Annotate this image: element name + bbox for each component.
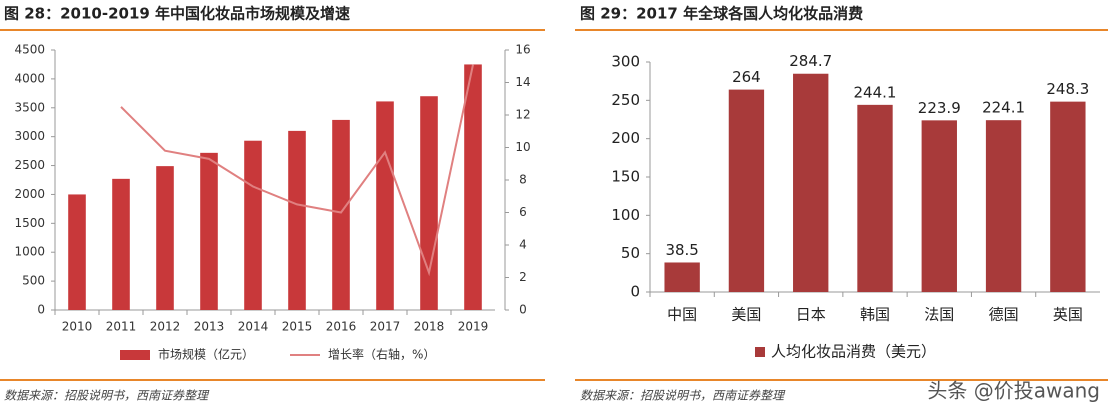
- watermark: 头条 @价投awang: [927, 379, 1100, 403]
- y-tick-label: 1000: [14, 245, 45, 259]
- x-tick-label: 德国: [989, 306, 1019, 324]
- bar: [156, 166, 174, 310]
- x-tick-label: 英国: [1053, 306, 1083, 324]
- data-label: 248.3: [1046, 80, 1089, 98]
- y2-tick-label: 0: [519, 303, 527, 317]
- bar: [464, 64, 482, 310]
- y-tick-label: 300: [611, 53, 640, 71]
- bar: [200, 152, 218, 310]
- y2-tick-label: 12: [515, 108, 530, 122]
- y2-tick-label: 16: [515, 43, 530, 57]
- data-label: 223.9: [918, 99, 961, 117]
- legend-label: 增长率（右轴，%）: [328, 347, 435, 362]
- y-tick-label: 3000: [14, 129, 45, 143]
- source: 数据来源：招股说明书，西南证券整理: [580, 389, 786, 403]
- bar: [376, 101, 394, 310]
- y-tick-label: 2000: [14, 187, 45, 201]
- chart-title: 图 28：2010-2019 年中国化妆品市场规模及增速: [4, 5, 350, 23]
- y-tick-label: 150: [611, 168, 640, 186]
- y-tick-label: 100: [611, 206, 640, 224]
- x-tick-label: 2011: [106, 320, 137, 334]
- y-tick-label: 50: [621, 244, 640, 262]
- y2-tick-label: 10: [515, 140, 530, 154]
- y-tick-label: 1500: [14, 216, 45, 230]
- x-tick-label: 2012: [150, 320, 181, 334]
- x-tick-label: 2019: [458, 320, 489, 334]
- data-label: 284.7: [789, 52, 832, 70]
- x-tick-label: 法国: [924, 306, 954, 324]
- y2-tick-label: 4: [519, 238, 527, 252]
- bar: [112, 178, 130, 310]
- x-tick-label: 2015: [282, 320, 313, 334]
- x-tick-label: 2010: [62, 320, 93, 334]
- x-tick-label: 2018: [414, 320, 445, 334]
- y2-tick-label: 8: [519, 173, 527, 187]
- data-label: 38.5: [665, 241, 698, 259]
- data-label: 244.1: [854, 83, 897, 101]
- bar: [728, 89, 765, 292]
- bar: [793, 73, 829, 292]
- bar: [857, 104, 893, 293]
- x-tick-label: 韩国: [860, 306, 890, 324]
- bar: [664, 262, 700, 292]
- x-tick-label: 2016: [326, 320, 357, 334]
- x-tick-label: 中国: [667, 306, 697, 324]
- x-tick-label: 2013: [194, 320, 225, 334]
- y-tick-label: 500: [22, 274, 45, 288]
- legend-swatch: [755, 347, 765, 357]
- chart-title: 图 29：2017 年全球各国人均化妆品消费: [580, 5, 863, 23]
- legend-swatch: [120, 350, 150, 360]
- y-tick-label: 3500: [14, 100, 45, 114]
- bar: [68, 194, 86, 310]
- bar: [288, 130, 306, 310]
- x-tick-label: 美国: [731, 306, 761, 324]
- line: [120, 64, 474, 277]
- data-label: 264: [732, 68, 761, 86]
- source: 数据来源：招股说明书，西南证券整理: [4, 389, 210, 403]
- data-label: 224.1: [982, 99, 1025, 117]
- y2-tick-label: 14: [515, 75, 530, 89]
- bar: [985, 120, 1022, 292]
- y-tick-label: 0: [630, 283, 640, 301]
- x-tick-label: 2014: [238, 320, 269, 334]
- x-tick-label: 2017: [370, 320, 401, 334]
- bar: [1050, 101, 1086, 293]
- y-tick-label: 2500: [14, 158, 45, 172]
- y-tick-label: 200: [611, 129, 640, 147]
- y2-tick-label: 6: [519, 205, 527, 219]
- y-tick-label: 4000: [14, 71, 45, 85]
- y-tick-label: 250: [611, 91, 640, 109]
- y-tick-label: 0: [37, 303, 45, 317]
- bar: [921, 120, 957, 293]
- legend-label: 市场规模（亿元）: [158, 347, 254, 362]
- y2-tick-label: 2: [519, 270, 527, 284]
- legend-label: 人均化妆品消费（美元）: [771, 343, 936, 361]
- bar: [420, 96, 438, 310]
- x-tick-label: 日本: [796, 306, 826, 324]
- bar: [244, 140, 262, 310]
- y-tick-label: 4500: [14, 43, 45, 57]
- bar: [332, 119, 350, 311]
